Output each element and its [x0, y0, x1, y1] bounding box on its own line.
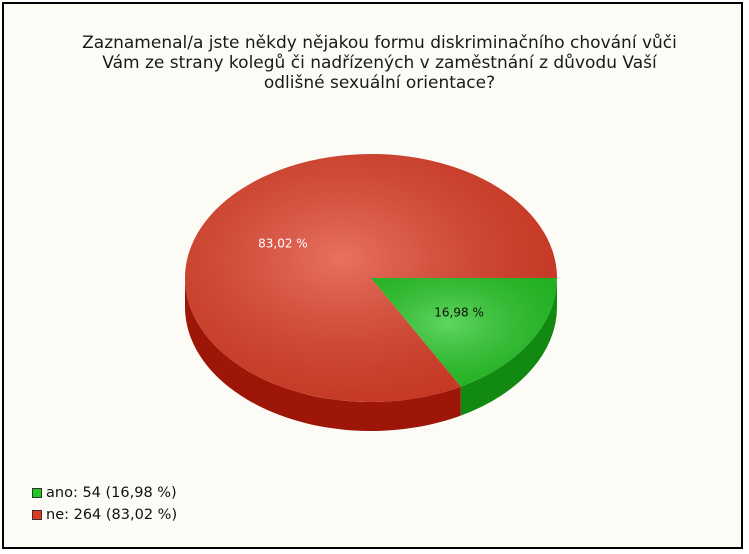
legend-swatch-ano [32, 488, 42, 498]
pie-label-ne: 83,02 % [258, 236, 308, 250]
pie-side-ano [460, 278, 557, 416]
pie-label-ano: 16,98 % [434, 306, 484, 320]
legend-label-ne: ne: 264 (83,02 %) [46, 507, 178, 523]
legend-item-ne: ne: 264 (83,02 %) [32, 504, 177, 526]
legend-item-ano: ano: 54 (16,98 %) [32, 482, 177, 504]
chart-legend: ano: 54 (16,98 %) ne: 264 (83,02 %) [32, 482, 177, 526]
chart-frame: Zaznamenal/a jste někdy nějakou formu di… [2, 2, 743, 549]
legend-swatch-ne [32, 510, 42, 520]
pie-side-ne [185, 278, 461, 431]
pie-slice-shade-ne [185, 153, 557, 402]
pie-slice-shade-ano [371, 278, 557, 387]
chart-title: Zaznamenal/a jste někdy nějakou formu di… [82, 33, 677, 93]
legend-label-ano: ano: 54 (16,98 %) [46, 485, 177, 501]
